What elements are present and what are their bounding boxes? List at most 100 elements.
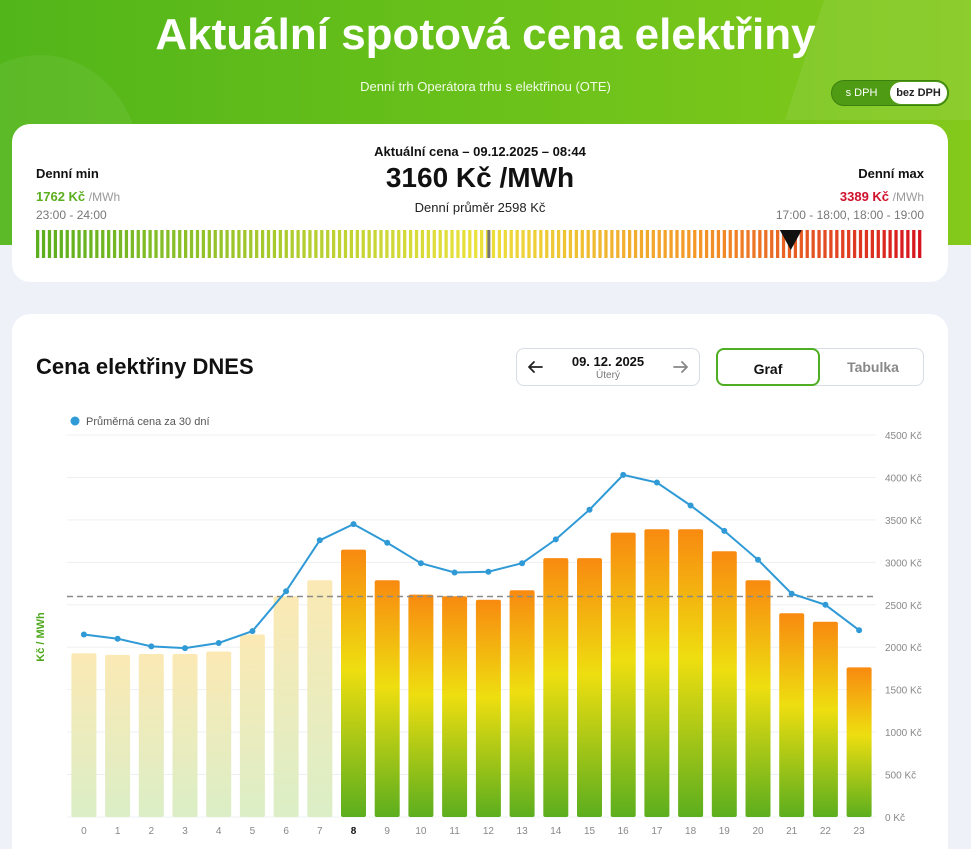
gauge-segment	[414, 230, 419, 258]
tab-table[interactable]: Tabulka	[847, 359, 899, 375]
gauge-segment	[65, 230, 69, 258]
line-point	[215, 640, 222, 646]
line-point	[620, 471, 627, 478]
y-tick-label: 1000 Kč	[885, 728, 922, 739]
gauge-segment	[592, 230, 596, 258]
gauge-segment	[95, 230, 99, 258]
gauge-segment	[681, 230, 685, 258]
gauge-segment	[663, 230, 667, 258]
gauge-segment	[722, 230, 726, 258]
gauge-segment	[687, 230, 691, 258]
gauge-segment	[645, 230, 650, 258]
current-price-card: Denní min 1762 Kč /MWh 23:00 - 24:00 Akt…	[12, 124, 948, 282]
gauge-segment	[793, 230, 798, 258]
arrow-left-icon[interactable]	[525, 357, 545, 377]
y-tick-label: 4000 Kč	[885, 473, 922, 484]
gauge-segment	[118, 230, 123, 258]
line-point	[485, 568, 492, 575]
gauge-segment	[539, 230, 543, 258]
x-tick-label: 5	[250, 826, 256, 837]
price-gauge	[36, 230, 922, 258]
line-point	[552, 536, 559, 543]
gauge-segment	[343, 230, 348, 258]
gauge-segment	[260, 230, 265, 258]
gauge-segment	[704, 230, 709, 258]
legend-marker	[70, 416, 80, 426]
gauge-segment	[882, 230, 886, 258]
line-point	[148, 643, 155, 650]
daily-average: Denní průměr 2598 Kč	[414, 200, 546, 215]
gauge-segment	[651, 230, 655, 258]
gauge-segment	[320, 230, 324, 258]
x-tick-label: 13	[517, 826, 529, 837]
gauge-segment	[657, 230, 661, 258]
gauge-segment	[207, 230, 211, 258]
gauge-segment	[616, 230, 620, 258]
bar	[779, 613, 805, 817]
gauge-segment	[225, 230, 229, 258]
gauge-segment	[462, 230, 466, 258]
gauge-segment	[639, 230, 644, 258]
y-tick-label: 1500 Kč	[885, 686, 922, 697]
bar	[678, 529, 704, 817]
gauge-segment	[598, 230, 602, 258]
gauge-segment	[764, 230, 768, 258]
gauge-segment	[438, 230, 442, 258]
gauge-segment	[290, 230, 294, 258]
gauge-segment	[249, 230, 253, 258]
bar	[273, 596, 299, 817]
arrow-right-icon[interactable]	[671, 357, 691, 377]
daily-max-label: Denní max	[858, 166, 924, 181]
gauge-segment	[432, 230, 436, 258]
legend-label: Průměrná cena za 30 dní	[86, 416, 210, 428]
gauge-segment	[758, 230, 762, 258]
gauge-segment	[503, 230, 507, 258]
gauge-segment	[841, 230, 845, 258]
gauge-segment	[456, 230, 460, 258]
gauge-segment	[154, 230, 158, 258]
gauge-segment	[101, 230, 105, 258]
bar	[239, 634, 265, 817]
gauge-segment	[213, 230, 217, 258]
y-tick-label: 500 Kč	[885, 771, 916, 782]
gauge-segment	[628, 230, 632, 258]
date-navigator: 09. 12. 2025 Úterý	[516, 348, 700, 386]
line-point	[114, 635, 121, 642]
gauge-segment	[231, 230, 235, 258]
y-tick-label: 2000 Kč	[885, 643, 922, 654]
bar	[711, 551, 737, 817]
gauge-segment	[480, 230, 484, 258]
tab-graph[interactable]: Graf	[716, 348, 820, 386]
gauge-segment	[59, 230, 63, 258]
bar	[71, 653, 97, 817]
gauge-segment	[337, 230, 342, 258]
gauge-segment	[799, 230, 803, 258]
gauge-segment	[172, 230, 176, 258]
bar	[105, 654, 131, 817]
gauge-segment	[379, 230, 383, 258]
gauge-segment	[574, 230, 578, 258]
vat-toggle[interactable]: s DPH bez DPH	[831, 80, 949, 106]
vat-option-without-vat[interactable]: bez DPH	[890, 82, 947, 104]
y-tick-label: 3500 Kč	[885, 516, 922, 527]
bar	[543, 558, 569, 817]
gauge-segment	[586, 230, 590, 258]
gauge-segment	[728, 230, 732, 258]
line-point	[687, 502, 694, 509]
bar	[644, 529, 670, 817]
gauge-segment	[426, 230, 430, 258]
vat-option-with-vat[interactable]: s DPH	[845, 87, 878, 99]
gauge-segment	[521, 230, 525, 258]
x-tick-label: 22	[820, 826, 832, 837]
bar	[172, 654, 198, 817]
line-point	[384, 539, 391, 546]
gauge-segment	[77, 230, 81, 258]
line-point	[721, 527, 728, 534]
average-marker	[487, 230, 491, 258]
gauge-segment	[53, 230, 58, 258]
x-tick-label: 8	[351, 826, 357, 837]
line-point	[822, 601, 829, 608]
gauge-segment	[746, 230, 750, 258]
line-point	[451, 569, 458, 576]
gauge-segment	[776, 230, 780, 258]
